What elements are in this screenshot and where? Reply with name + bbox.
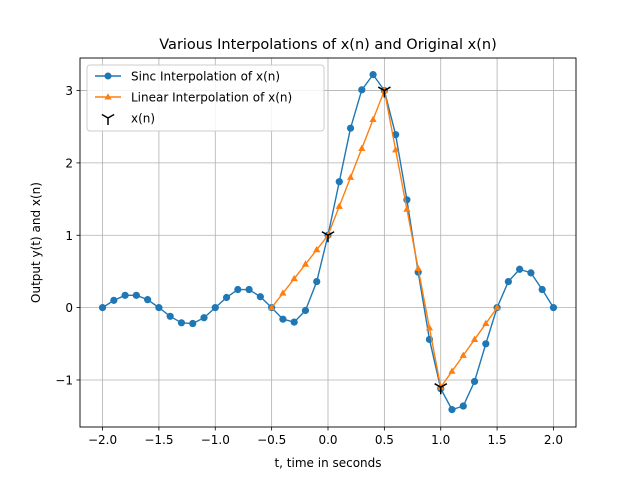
data-point	[493, 303, 501, 311]
data-point	[290, 274, 298, 282]
data-point	[392, 146, 400, 153]
x-tick-label: −0.5	[257, 433, 286, 447]
data-point	[369, 71, 377, 79]
legend-marker-xn	[101, 113, 115, 125]
legend-entry-sinc: Sinc Interpolation of x(n)	[95, 70, 280, 84]
data-point	[279, 315, 287, 323]
y-tick-label: 0	[65, 301, 73, 315]
data-point	[222, 293, 231, 302]
data-point	[448, 367, 456, 374]
data-point	[369, 115, 377, 122]
data-point	[392, 131, 400, 139]
x-tick-label: −1.0	[201, 433, 230, 447]
data-point	[459, 402, 467, 410]
data-point	[268, 303, 276, 311]
x-tick-label: 0.5	[375, 433, 394, 447]
data-point	[290, 318, 298, 326]
data-point	[516, 265, 524, 273]
data-point	[335, 178, 343, 186]
data-point	[459, 351, 467, 358]
legend: Sinc Interpolation of x(n) Linear Interp…	[86, 64, 325, 132]
legend-box	[86, 64, 325, 132]
series-2	[321, 86, 448, 395]
data-point	[279, 289, 287, 296]
chart-title: Various Interpolations of x(n) and Origi…	[159, 37, 496, 53]
data-point	[377, 86, 391, 98]
data-point	[482, 319, 490, 327]
data-point	[358, 86, 366, 94]
data-point	[177, 319, 186, 327]
plot-series	[98, 71, 558, 414]
data-point	[313, 245, 321, 253]
data-point	[425, 324, 434, 331]
data-point	[346, 124, 355, 132]
legend-entry-xn: x(n)	[101, 112, 155, 126]
legend-entry-linear: Linear Interpolation of x(n)	[95, 91, 292, 105]
y-axis-label: Output y(t) and x(n)	[29, 182, 43, 303]
x-tick-label: 0.0	[318, 433, 337, 447]
legend-marker-sinc	[104, 72, 112, 80]
y-tick-label: 1	[65, 229, 73, 243]
data-point	[301, 260, 310, 267]
data-point	[211, 304, 219, 312]
data-point	[448, 406, 456, 414]
data-point	[121, 291, 129, 299]
data-point	[144, 296, 152, 304]
legend-label-xn: x(n)	[131, 112, 155, 126]
data-point	[132, 291, 140, 299]
x-tick-label: −1.5	[144, 433, 173, 447]
y-tick-label: −1	[55, 373, 73, 387]
x-tick-label: 1.5	[488, 433, 507, 447]
legend-marker-linear	[104, 93, 112, 100]
data-point	[414, 264, 422, 272]
x-tick-label: 2.0	[544, 433, 563, 447]
axis-ticks: −2.0 −1.5 −1.0 −0.5 0.0 0.5 1.0 1.5 2.0 −1 0 1 2 3	[55, 84, 563, 447]
data-point	[110, 296, 118, 304]
data-point	[321, 231, 335, 243]
legend-label-sinc: Sinc Interpolation of x(n)	[131, 70, 280, 84]
data-point	[189, 319, 197, 328]
data-point	[234, 285, 242, 294]
legend-label-linear: Linear Interpolation of x(n)	[131, 91, 292, 105]
data-point	[245, 285, 253, 294]
y-tick-label: 3	[65, 84, 73, 98]
data-point	[470, 335, 479, 342]
x-axis-label: t, time in seconds	[274, 456, 381, 470]
data-point	[256, 293, 264, 301]
data-point	[301, 306, 310, 315]
data-point	[482, 340, 490, 348]
y-tick-label: 2	[65, 156, 73, 170]
data-point	[166, 312, 174, 320]
data-point	[538, 285, 546, 294]
x-tick-label: 1.0	[431, 433, 450, 447]
data-point	[470, 377, 479, 386]
data-point	[504, 277, 512, 286]
data-point	[434, 383, 448, 395]
x-tick-label: −2.0	[88, 433, 117, 447]
data-point	[335, 202, 343, 209]
data-point	[549, 304, 558, 312]
data-point	[527, 269, 535, 277]
data-point	[403, 205, 411, 212]
data-point	[346, 173, 355, 180]
data-point	[200, 314, 208, 322]
data-point	[98, 304, 107, 312]
data-point	[155, 304, 163, 312]
data-point	[313, 277, 321, 286]
data-point	[358, 144, 366, 151]
